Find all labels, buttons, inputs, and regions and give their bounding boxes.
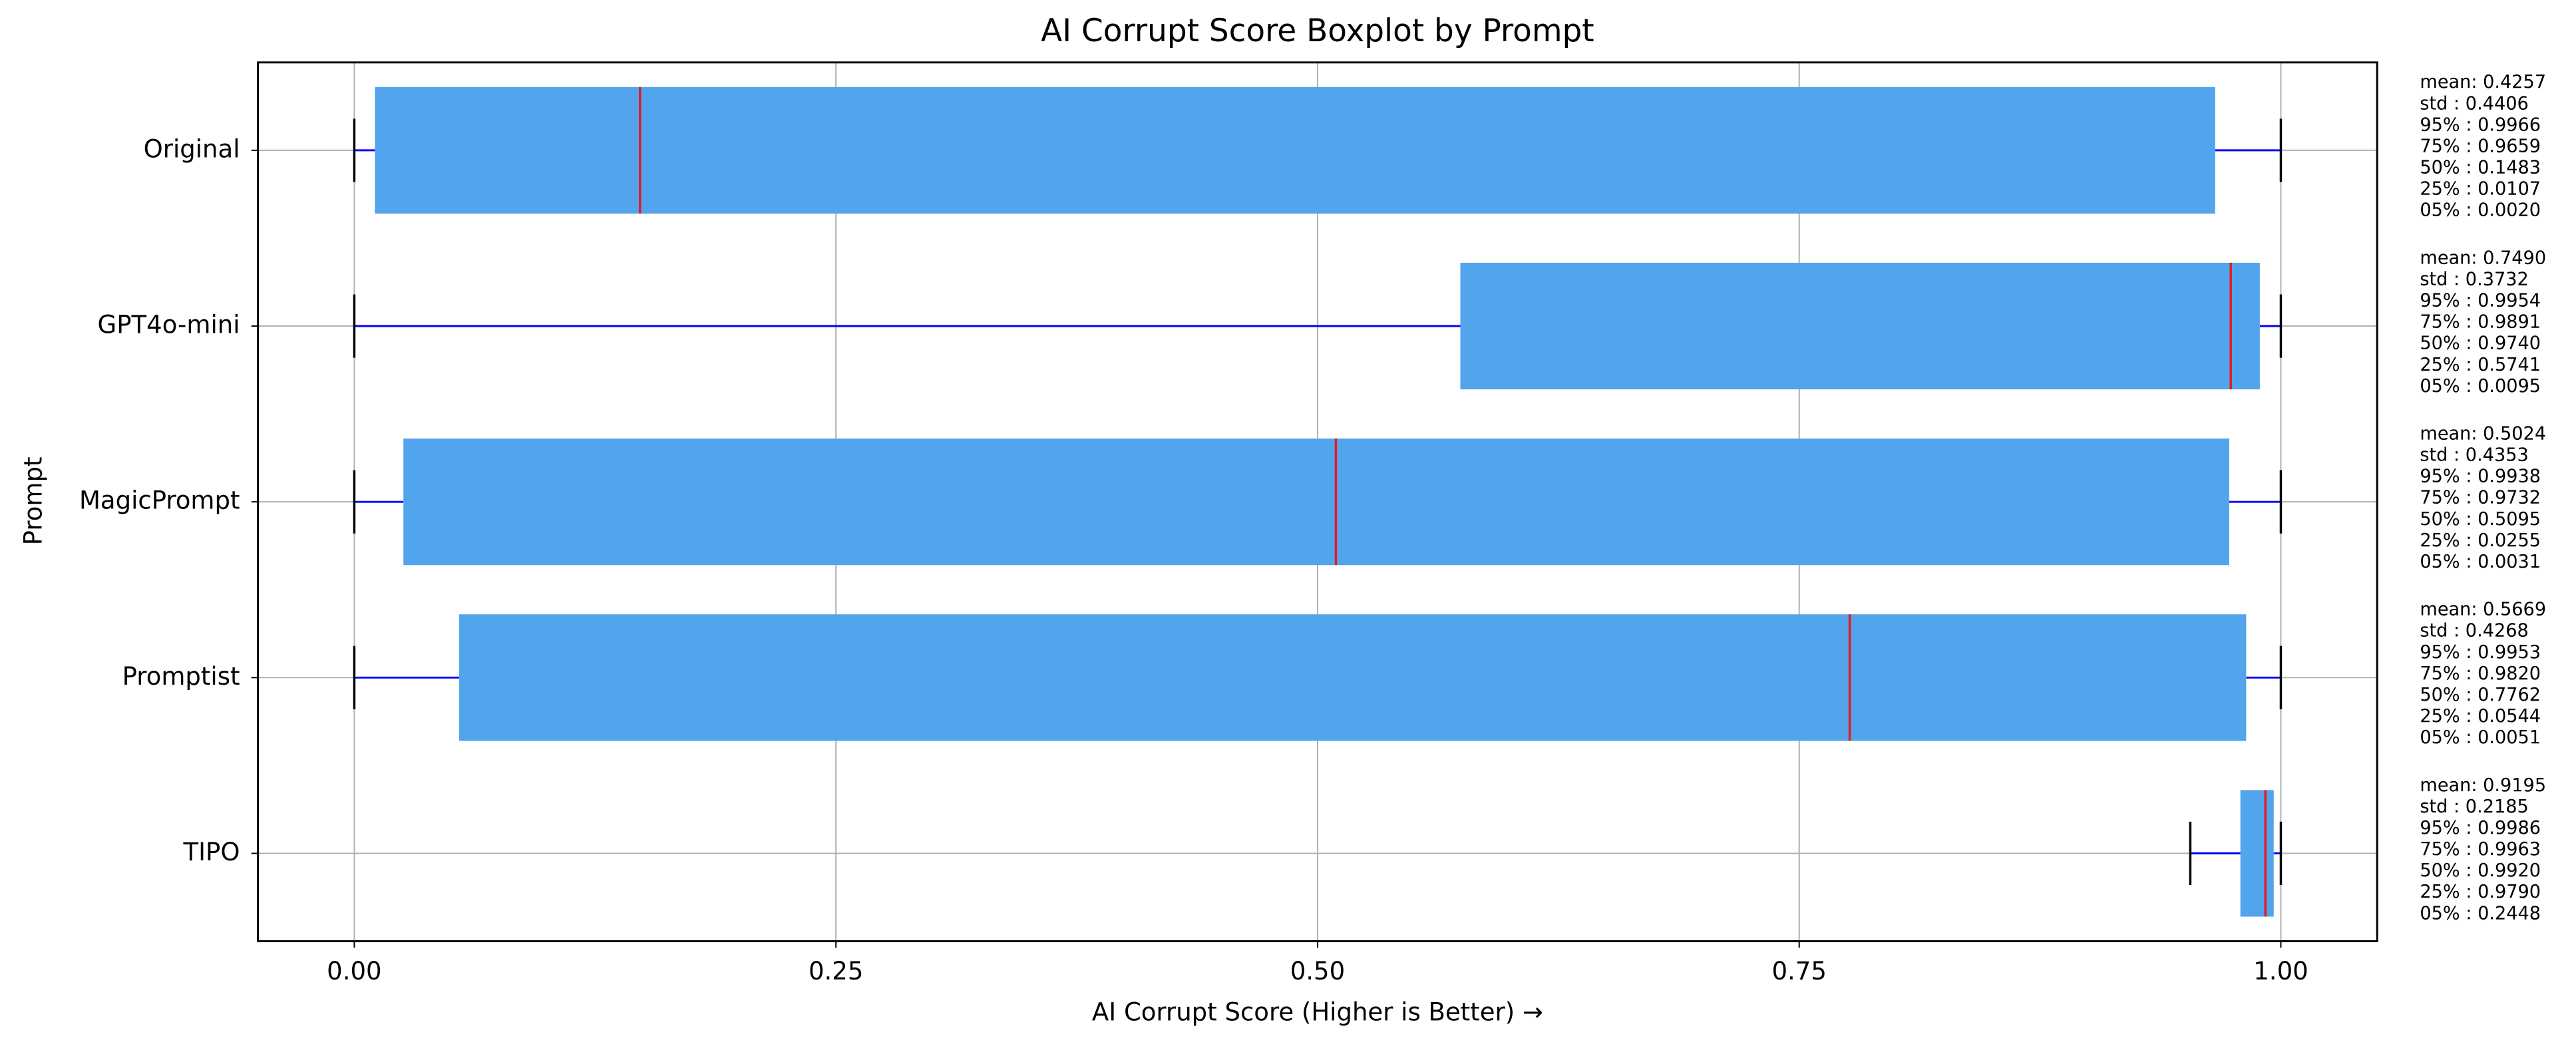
stat-annotation: 75% : 0.9732: [2420, 488, 2541, 508]
stat-annotation: 50% : 0.5095: [2420, 509, 2541, 530]
stat-annotation: 05% : 0.0095: [2420, 376, 2541, 397]
box: [375, 87, 2215, 214]
stat-annotation: std : 0.4353: [2420, 445, 2528, 466]
stat-annotation: 05% : 0.0020: [2420, 200, 2541, 221]
x-tick-label: 1.00: [2253, 957, 2308, 985]
stat-annotation: mean: 0.7490: [2420, 248, 2546, 268]
stat-annotation: mean: 0.9195: [2420, 775, 2546, 796]
stat-annotation: 95% : 0.9954: [2420, 290, 2541, 311]
stat-annotation: 25% : 0.0544: [2420, 706, 2541, 727]
plot-frame: [257, 61, 2378, 943]
stat-annotation: mean: 0.5024: [2420, 423, 2546, 444]
x-tick-label: 0.50: [1290, 957, 1345, 985]
box: [2240, 790, 2274, 917]
stat-annotation: 25% : 0.0107: [2420, 179, 2541, 200]
stat-annotation: std : 0.3732: [2420, 269, 2528, 289]
stat-annotation: std : 0.2185: [2420, 796, 2528, 817]
stat-annotation: 75% : 0.9891: [2420, 312, 2541, 333]
y-tick-label: MagicPrompt: [79, 486, 240, 515]
x-tick-label: 0.75: [1771, 957, 1826, 985]
stat-annotation: 50% : 0.9740: [2420, 333, 2541, 354]
stat-annotation: std : 0.4268: [2420, 621, 2528, 641]
stat-annotation: 25% : 0.5741: [2420, 355, 2541, 375]
stat-annotation: 50% : 0.9920: [2420, 860, 2541, 881]
y-tick-label: Original: [144, 134, 240, 163]
stat-annotation: 75% : 0.9820: [2420, 663, 2541, 684]
box: [1460, 262, 2260, 390]
x-axis-label: AI Corrupt Score (Higher is Better) →: [1092, 998, 1543, 1027]
stat-annotation: 95% : 0.9986: [2420, 818, 2541, 838]
stat-annotation: 75% : 0.9659: [2420, 136, 2541, 156]
stat-annotation: std : 0.4406: [2420, 93, 2528, 114]
y-tick-label: GPT4o-mini: [98, 311, 240, 339]
box: [403, 438, 2229, 566]
stat-annotation: 75% : 0.9963: [2420, 839, 2541, 860]
stat-annotation: 05% : 0.0031: [2420, 552, 2541, 572]
stat-annotation: 95% : 0.9953: [2420, 642, 2541, 663]
y-tick-label: Promptist: [122, 662, 240, 691]
y-tick-label: TIPO: [183, 838, 240, 866]
y-axis-label: Prompt: [19, 457, 47, 546]
stat-annotation: mean: 0.5669: [2420, 600, 2546, 620]
stat-annotation: 05% : 0.2448: [2420, 903, 2541, 924]
stat-annotation: 50% : 0.1483: [2420, 158, 2541, 178]
stat-annotation: 05% : 0.0051: [2420, 727, 2541, 748]
box: [459, 614, 2247, 741]
x-tick-label: 0.25: [809, 957, 863, 985]
x-tick-label: 0.00: [327, 957, 381, 985]
stat-annotation: 25% : 0.9790: [2420, 882, 2541, 902]
stat-annotation: 95% : 0.9938: [2420, 466, 2541, 487]
stat-annotation: mean: 0.4257: [2420, 72, 2546, 92]
stat-annotation: 95% : 0.9966: [2420, 114, 2541, 135]
stat-annotation: 50% : 0.7762: [2420, 685, 2541, 705]
stat-annotation: 25% : 0.0255: [2420, 530, 2541, 551]
chart-title: AI Corrupt Score Boxplot by Prompt: [1041, 13, 1594, 49]
